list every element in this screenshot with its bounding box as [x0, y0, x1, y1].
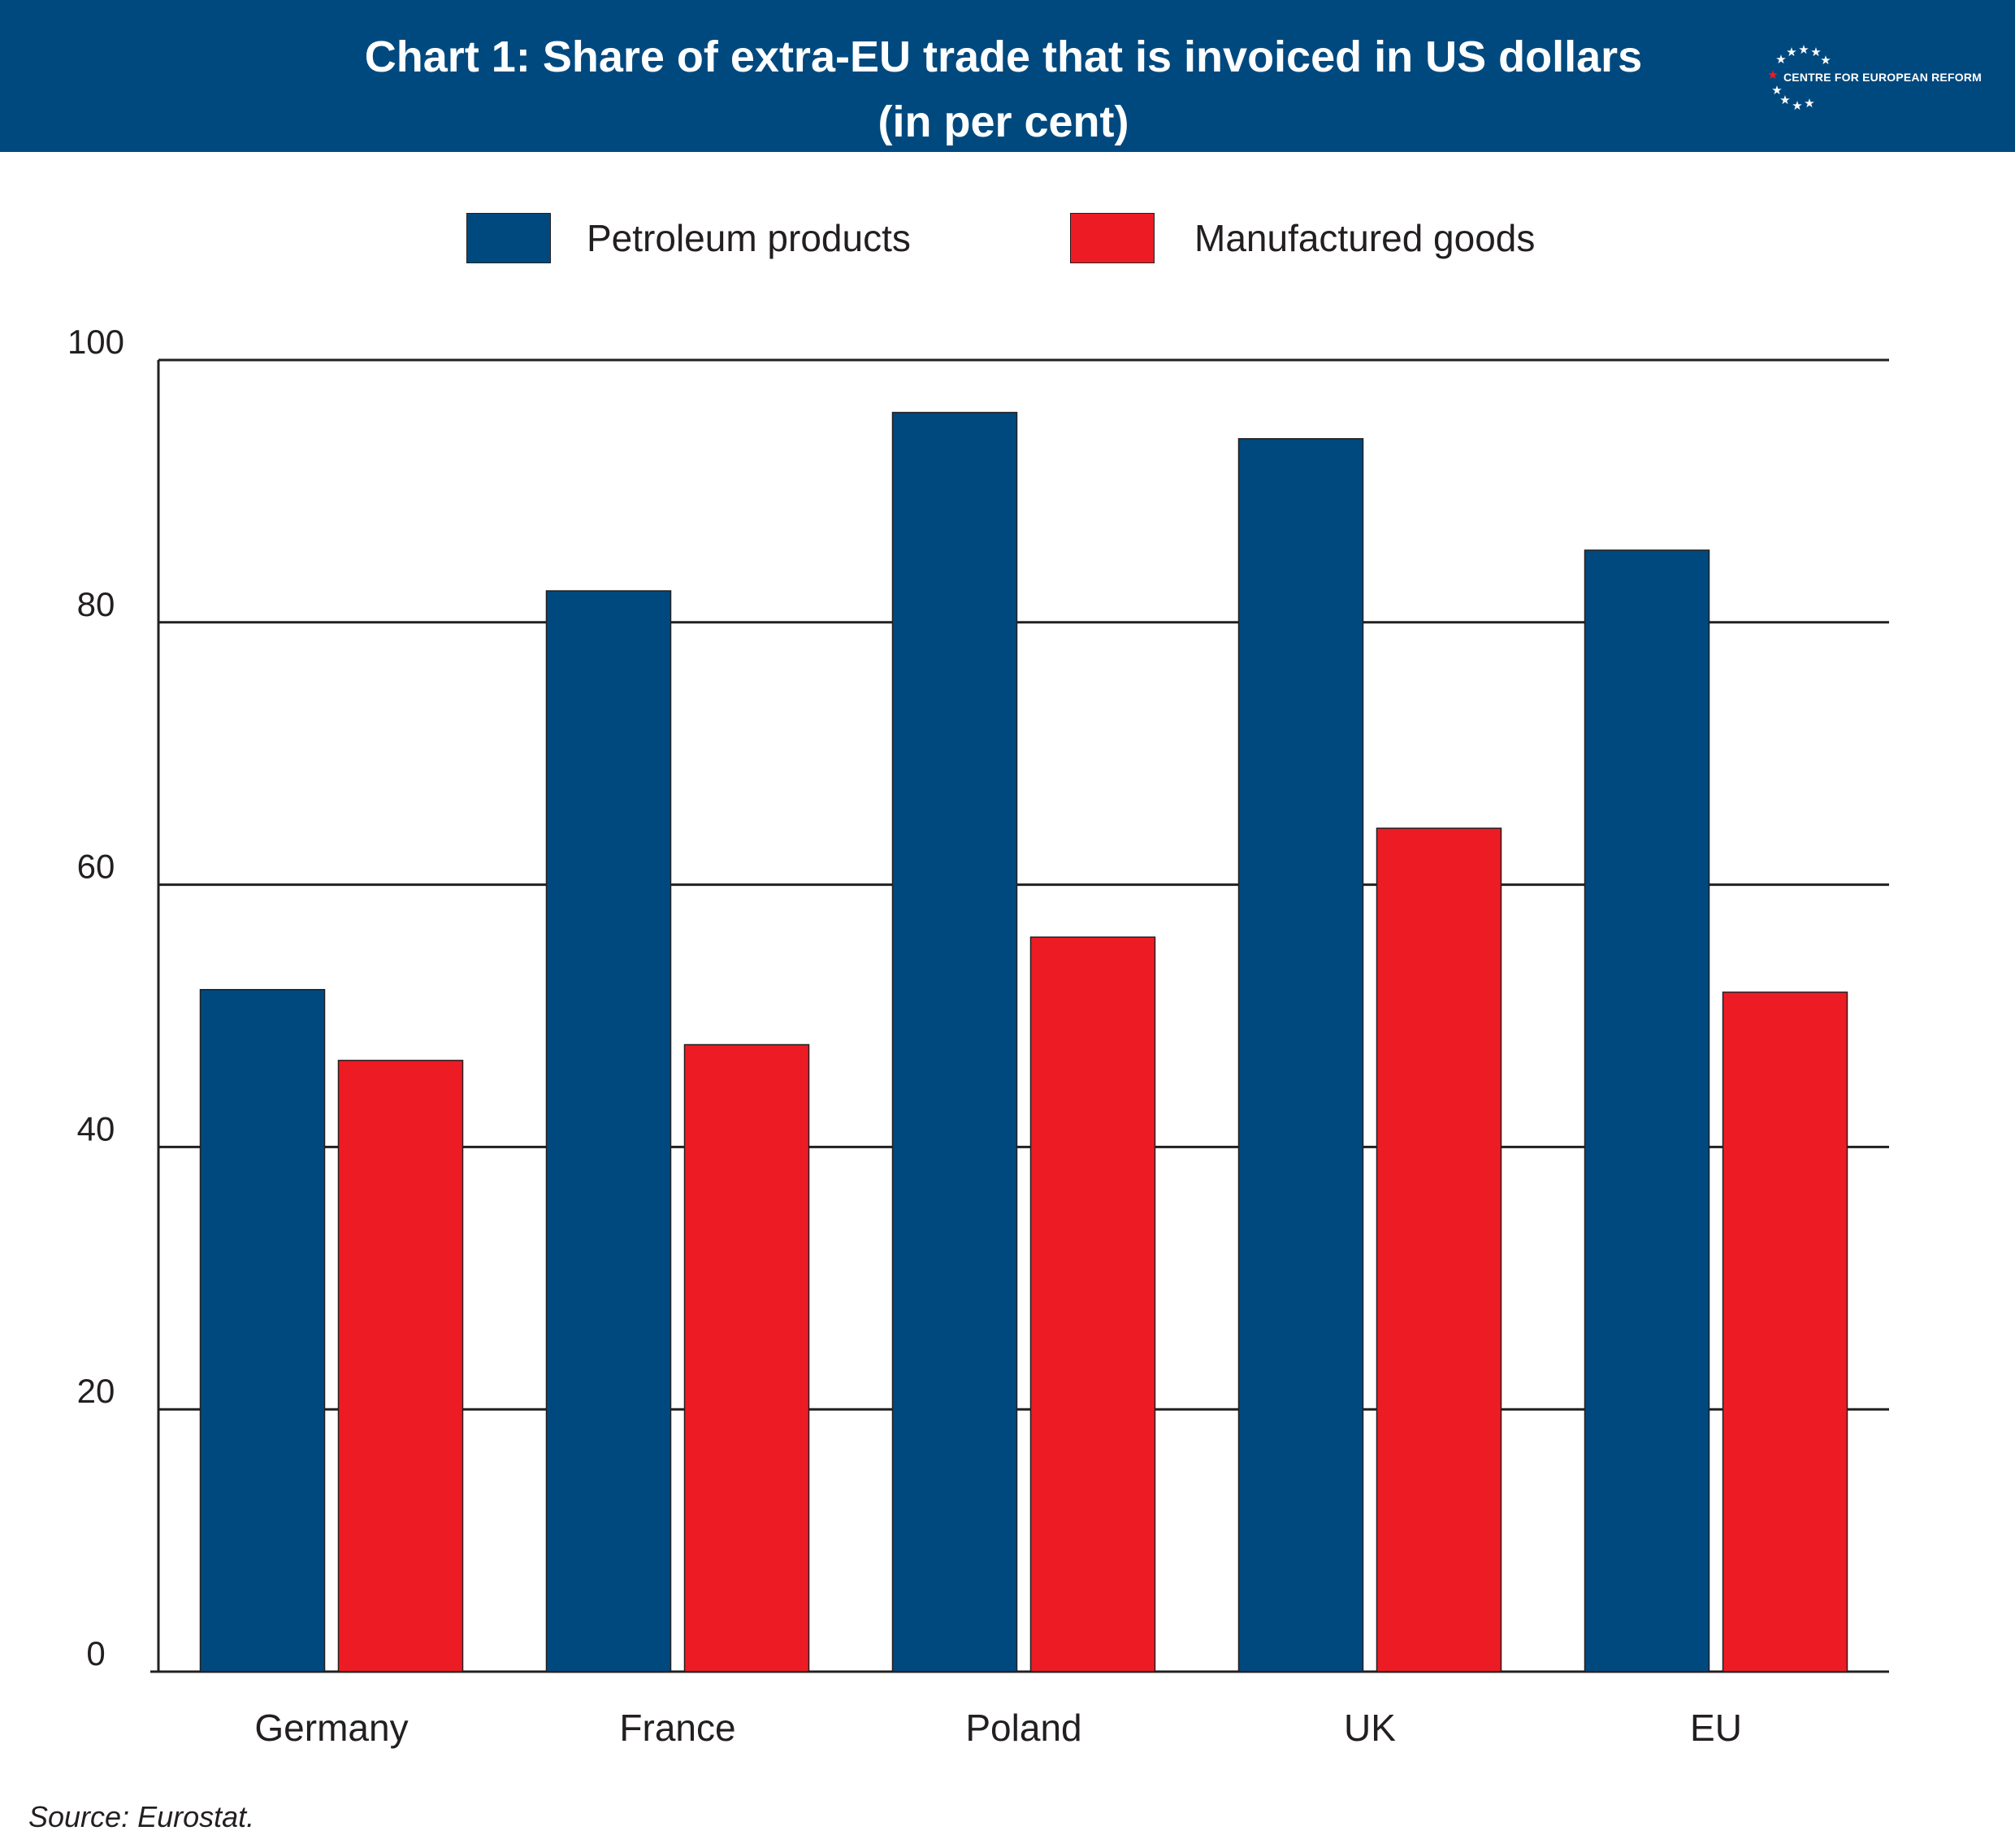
- y-tick-label: 0: [86, 1634, 105, 1672]
- svg-text:★: ★: [1798, 42, 1809, 57]
- bar-manufactured-uk: [1376, 827, 1502, 1672]
- cer-logo: ★ ★ ★ ★ ★ ★ ★ ★ ★ ★ CENTRE FOR EUROPEAN …: [1759, 42, 2003, 115]
- chart-subtitle: (in per cent): [878, 98, 1129, 146]
- bar-manufactured-france: [683, 1043, 810, 1672]
- chart-title: Chart 1: Share of extra-EU trade that is…: [195, 24, 1812, 154]
- bar-petroleum-uk: [1237, 438, 1364, 1672]
- bar-petroleum-poland: [891, 411, 1018, 1672]
- svg-text:★: ★: [1775, 52, 1786, 67]
- svg-text:★: ★: [1792, 98, 1802, 113]
- svg-text:★: ★: [1804, 96, 1814, 111]
- x-tick-label: France: [619, 1707, 735, 1749]
- svg-text:★: ★: [1810, 45, 1821, 59]
- bar-petroleum-eu: [1584, 549, 1710, 1672]
- y-tick-label: 80: [77, 585, 115, 623]
- svg-text:★: ★: [1767, 67, 1778, 82]
- bar-petroleum-france: [545, 590, 672, 1672]
- bar-manufactured-eu: [1722, 991, 1848, 1672]
- legend-swatch-manufactured: [1070, 213, 1155, 263]
- y-tick-label: 100: [67, 323, 124, 361]
- x-tick-label: EU: [1690, 1707, 1742, 1749]
- chart-title-line: Chart 1: Share of extra-EU trade that is…: [364, 33, 1643, 81]
- y-tick-label: 40: [77, 1109, 115, 1147]
- bar-manufactured-germany: [337, 1060, 464, 1672]
- bar-petroleum-germany: [199, 988, 326, 1672]
- svg-text:★: ★: [1771, 83, 1782, 98]
- eu-stars-icon: ★ ★ ★ ★ ★ ★ ★ ★ ★ ★: [1767, 42, 1831, 113]
- logo-text: CENTRE FOR EUROPEAN REFORM: [1783, 71, 1982, 84]
- legend-swatch-petroleum: [466, 213, 551, 263]
- source-note: Source: Eurostat.: [28, 1800, 255, 1833]
- legend-label-manufactured: Manufactured goods: [1194, 217, 1536, 259]
- legend-label-petroleum: Petroleum products: [587, 217, 911, 259]
- x-tick-label: UK: [1344, 1707, 1396, 1749]
- svg-text:★: ★: [1786, 45, 1796, 59]
- x-tick-label: Poland: [965, 1707, 1081, 1749]
- bar-manufactured-poland: [1029, 936, 1156, 1672]
- svg-text:★: ★: [1820, 53, 1831, 67]
- y-tick-label: 20: [77, 1372, 115, 1410]
- x-tick-label: Germany: [254, 1707, 408, 1749]
- y-tick-label: 60: [77, 848, 115, 886]
- chart-header: Chart 1: Share of extra-EU trade that is…: [0, 0, 2015, 152]
- svg-text:★: ★: [1779, 93, 1790, 107]
